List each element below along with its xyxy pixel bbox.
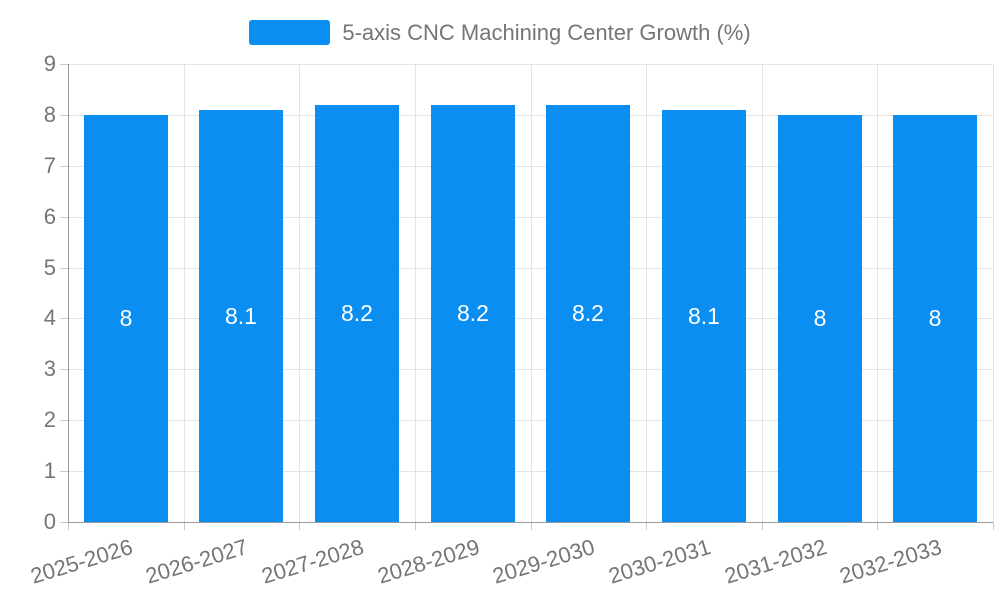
bar-value-label: 8.2 xyxy=(457,300,489,326)
legend-label: 5-axis CNC Machining Center Growth (%) xyxy=(342,20,751,45)
x-gridline xyxy=(646,64,647,522)
x-axis-category-label: 2025-2026 xyxy=(27,534,136,589)
x-axis-tick xyxy=(415,522,416,530)
bar-2031-2032[interactable]: 8 xyxy=(778,115,862,522)
y-axis-tick-label: 4 xyxy=(43,305,56,330)
y-gridline xyxy=(68,420,993,421)
y-gridline xyxy=(68,166,993,167)
y-axis-tick-label: 7 xyxy=(43,153,56,178)
y-axis-tick xyxy=(60,166,68,167)
bar-2026-2027[interactable]: 8.1 xyxy=(199,110,283,522)
x-axis-category-label: 2031-2032 xyxy=(721,534,830,589)
y-axis-line xyxy=(68,64,69,522)
x-axis-category-label: 2026-2027 xyxy=(142,534,251,589)
x-axis-tick xyxy=(646,522,647,530)
y-gridline xyxy=(68,217,993,218)
x-axis-tick xyxy=(762,522,763,530)
x-axis-tick xyxy=(993,522,994,530)
y-axis-tick-label: 3 xyxy=(43,356,56,381)
bar-2025-2026[interactable]: 8 xyxy=(84,115,168,522)
y-gridline xyxy=(68,471,993,472)
x-axis-tick xyxy=(877,522,878,530)
y-axis-tick xyxy=(60,369,68,370)
y-axis-tick xyxy=(60,268,68,269)
x-gridline xyxy=(531,64,532,522)
x-gridline xyxy=(415,64,416,522)
y-gridline xyxy=(68,268,993,269)
bar-value-label: 8 xyxy=(119,305,133,331)
bar-2027-2028[interactable]: 8.2 xyxy=(315,105,399,522)
x-axis-tick xyxy=(531,522,532,530)
x-gridline xyxy=(184,64,185,522)
chart-legend[interactable]: 5-axis CNC Machining Center Growth (%) xyxy=(0,20,1000,45)
y-axis-tick-label: 9 xyxy=(43,51,56,76)
bar-2032-2033[interactable]: 8 xyxy=(893,115,977,522)
y-axis-tick xyxy=(60,217,68,218)
bar-2028-2029[interactable]: 8.2 xyxy=(431,105,515,522)
y-axis-tick xyxy=(60,115,68,116)
x-gridline xyxy=(299,64,300,522)
x-axis-tick xyxy=(299,522,300,530)
x-axis-category-label: 2032-2033 xyxy=(836,534,945,589)
bar-value-label: 8.2 xyxy=(572,300,604,326)
bar-value-label: 8.2 xyxy=(341,300,373,326)
bar-2029-2030[interactable]: 8.2 xyxy=(546,105,630,522)
y-axis-tick-label: 0 xyxy=(43,509,56,534)
x-axis-category-label: 2030-2031 xyxy=(605,534,714,589)
x-gridline xyxy=(762,64,763,522)
y-axis-tick-label: 8 xyxy=(43,102,56,127)
x-axis-category-label: 2028-2029 xyxy=(374,534,483,589)
y-gridline xyxy=(68,64,993,65)
y-axis-tick-label: 1 xyxy=(43,458,56,483)
x-gridline xyxy=(993,64,994,522)
y-gridline xyxy=(68,318,993,319)
x-axis-line xyxy=(68,522,993,523)
bar-value-label: 8.1 xyxy=(225,302,257,329)
bar-value-label: 8.1 xyxy=(688,302,720,329)
y-axis-tick-label: 5 xyxy=(43,255,56,280)
legend-swatch-icon xyxy=(249,20,331,45)
x-axis-tick xyxy=(68,522,69,530)
y-axis-tick xyxy=(60,420,68,421)
x-axis-tick xyxy=(184,522,185,530)
x-axis-category-label: 2029-2030 xyxy=(489,534,598,589)
y-axis-tick-label: 2 xyxy=(43,407,56,432)
y-axis-tick xyxy=(60,522,68,523)
x-gridline xyxy=(877,64,878,522)
x-axis-category-label: 2027-2028 xyxy=(258,534,367,589)
y-gridline xyxy=(68,369,993,370)
bar-value-label: 8 xyxy=(813,305,827,331)
y-axis-tick xyxy=(60,318,68,319)
y-axis-tick xyxy=(60,471,68,472)
bar-2030-2031[interactable]: 8.1 xyxy=(662,110,746,522)
y-axis-tick xyxy=(60,64,68,65)
y-axis-tick-label: 6 xyxy=(43,204,56,229)
y-gridline xyxy=(68,115,993,116)
bar-value-label: 8 xyxy=(928,305,942,331)
